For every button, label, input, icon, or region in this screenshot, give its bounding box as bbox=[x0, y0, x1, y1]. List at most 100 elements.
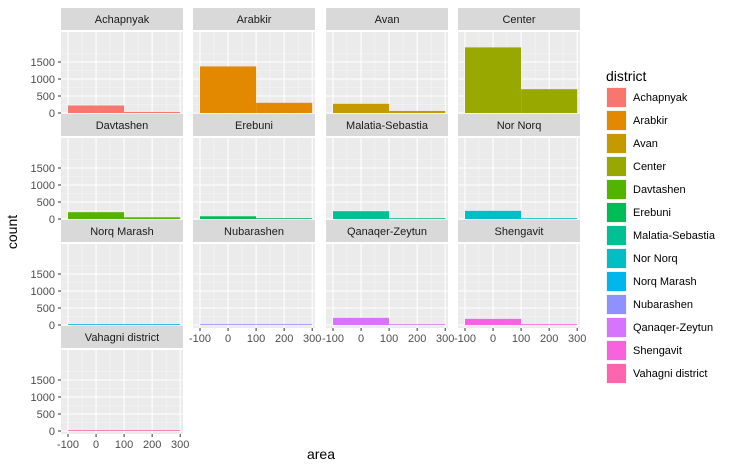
legend-swatch bbox=[607, 341, 626, 360]
y-tick-label: 500 bbox=[37, 303, 55, 315]
histogram-bar bbox=[521, 89, 578, 113]
histogram-bar bbox=[389, 324, 446, 325]
y-tick-label: 0 bbox=[49, 108, 55, 120]
histogram-bar bbox=[200, 216, 257, 219]
histogram-bar bbox=[256, 102, 313, 113]
histogram-bar bbox=[465, 47, 522, 113]
legend-label: Davtashen bbox=[633, 184, 686, 196]
legend-swatch bbox=[607, 318, 626, 337]
y-tick-label: 1500 bbox=[31, 269, 55, 281]
legend-label: Vahagni district bbox=[633, 368, 707, 380]
plot-area bbox=[458, 244, 580, 328]
x-axis-title: area bbox=[307, 446, 335, 462]
panel-background bbox=[326, 244, 448, 328]
x-tick-label: 300 bbox=[171, 439, 189, 451]
legend-label: Shengavit bbox=[633, 345, 682, 357]
panel-background bbox=[61, 244, 183, 328]
x-tick-label: 300 bbox=[303, 333, 321, 345]
histogram-bar bbox=[256, 218, 313, 219]
legend-label: Norq Marash bbox=[633, 276, 697, 288]
facet-strip bbox=[458, 114, 580, 136]
legend-item-arabkir: Arabkir bbox=[606, 110, 668, 131]
histogram-bar bbox=[333, 211, 390, 219]
facet-strip bbox=[326, 114, 448, 136]
facet-center: Center bbox=[458, 8, 580, 116]
facet-strip bbox=[458, 220, 580, 242]
legend-item-shengavit: Shengavit bbox=[606, 340, 682, 361]
facet-strip-label: Erebuni bbox=[235, 120, 273, 132]
legend-swatch bbox=[607, 180, 626, 199]
legend-item-davtashen: Davtashen bbox=[606, 179, 686, 200]
x-tick-label: 100 bbox=[380, 333, 398, 345]
x-tick-label: 100 bbox=[115, 439, 133, 451]
facet-qanaqer-zeytun: Qanaqer-Zeytun -100 0 100 200 300 bbox=[322, 220, 454, 345]
plot-area bbox=[326, 244, 448, 328]
x-tick-label: 200 bbox=[408, 333, 426, 345]
y-tick-label: 1000 bbox=[31, 392, 55, 404]
legend: district Achapnyak Arabkir Avan Center Davta… bbox=[606, 68, 716, 384]
histogram-bar bbox=[333, 103, 390, 113]
plot-area bbox=[193, 138, 315, 222]
facet-strip-label: Qanaqer-Zeytun bbox=[347, 226, 427, 238]
legend-item-nor-norq: Nor Norq bbox=[606, 248, 678, 269]
histogram-bar bbox=[200, 66, 257, 113]
histogram-bar bbox=[521, 218, 578, 219]
facet-strip bbox=[458, 8, 580, 30]
histogram-bar bbox=[124, 217, 181, 219]
facet-malatia-sebastia: Malatia-Sebastia bbox=[326, 114, 448, 222]
legend-label: Achapnyak bbox=[633, 92, 688, 104]
legend-swatch bbox=[607, 226, 626, 245]
legend-item-center: Center bbox=[606, 156, 666, 177]
y-tick-label: 1500 bbox=[31, 375, 55, 387]
facet-avan: Avan bbox=[326, 8, 448, 116]
facet-strip bbox=[193, 8, 315, 30]
facet-strip bbox=[193, 114, 315, 136]
y-tick-label: 0 bbox=[49, 320, 55, 332]
y-tick-label: 1500 bbox=[31, 163, 55, 175]
panel-background bbox=[326, 138, 448, 222]
legend-swatch bbox=[607, 203, 626, 222]
plot-area bbox=[61, 350, 183, 434]
histogram-bar bbox=[200, 324, 257, 325]
facet-nubarashen: Nubarashen -100 0 100 200 300 bbox=[189, 220, 321, 345]
x-tick-label: -100 bbox=[57, 439, 79, 451]
legend-swatch bbox=[607, 364, 626, 383]
x-tick-label: 0 bbox=[490, 333, 496, 345]
plot-area bbox=[61, 32, 183, 116]
facet-strip-label: Avan bbox=[375, 14, 400, 26]
plot-area bbox=[61, 138, 183, 222]
facet-norq-marash: Norq Marash 0 500 1000 1500 bbox=[31, 220, 183, 332]
legend-item-nubarashen: Nubarashen bbox=[606, 294, 693, 315]
legend-title: district bbox=[606, 68, 647, 84]
legend-swatch bbox=[607, 88, 626, 107]
histogram-bar bbox=[465, 318, 522, 325]
legend-label: Nubarashen bbox=[633, 299, 693, 311]
x-tick-label: 100 bbox=[247, 333, 265, 345]
x-tick-label: -100 bbox=[322, 333, 344, 345]
legend-swatch bbox=[607, 295, 626, 314]
x-tick-label: 0 bbox=[225, 333, 231, 345]
panel-background bbox=[458, 244, 580, 328]
panel-background bbox=[61, 138, 183, 222]
legend-swatch bbox=[607, 111, 626, 130]
facet-davtashen: Davtashen 0 500 1000 1500 bbox=[31, 114, 183, 226]
histogram-bar bbox=[68, 430, 125, 431]
facet-strip-label: Nubarashen bbox=[224, 226, 284, 238]
plot-area bbox=[193, 244, 315, 328]
facet-strip bbox=[61, 114, 183, 136]
facet-achapnyak: Achapnyak 0 500 1000 1500 bbox=[31, 8, 183, 120]
facet-nor-norq: Nor Norq bbox=[458, 114, 580, 222]
legend-label: Qanaqer-Zeytun bbox=[633, 322, 713, 334]
facet-strip bbox=[61, 8, 183, 30]
x-tick-label: 300 bbox=[436, 333, 454, 345]
facet-strip-label: Davtashen bbox=[96, 120, 149, 132]
y-tick-label: 1000 bbox=[31, 286, 55, 298]
histogram-bar bbox=[465, 210, 522, 219]
plot-area bbox=[326, 32, 448, 116]
facet-strip-label: Shengavit bbox=[495, 226, 544, 238]
legend-item-vahagni-district: Vahagni district bbox=[606, 363, 707, 384]
facet-arabkir: Arabkir bbox=[193, 8, 315, 116]
histogram-bar bbox=[68, 212, 125, 219]
